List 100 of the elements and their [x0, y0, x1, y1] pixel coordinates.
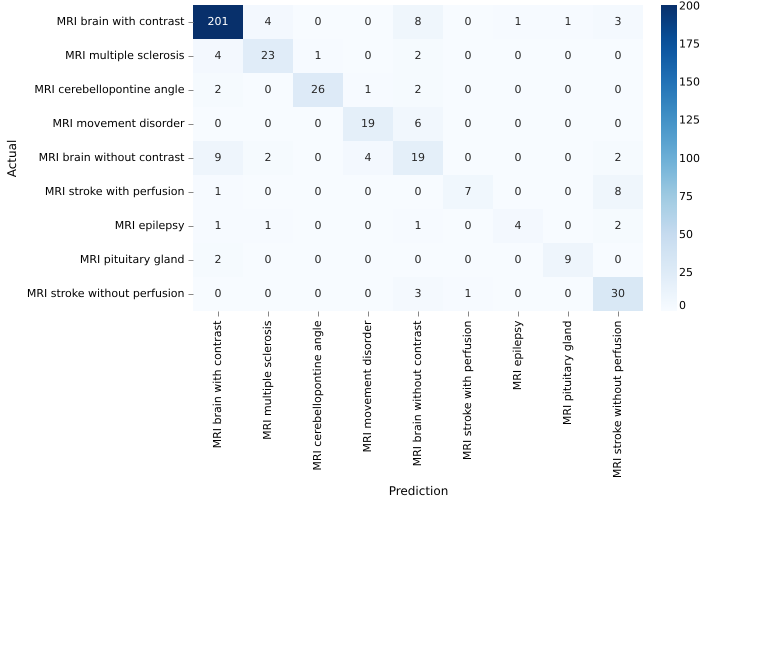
data-label: 0 — [564, 117, 572, 130]
data-label: 0 — [514, 117, 522, 130]
color-bar-label: 125 — [679, 114, 700, 127]
data-label: 0 — [514, 185, 522, 198]
data-label: 0 — [464, 151, 472, 164]
data-label: 19 — [411, 151, 425, 164]
data-label: 1 — [564, 15, 572, 28]
x-tick-label: MRI epilepsy — [511, 320, 524, 390]
y-tick-label: MRI epilepsy — [114, 219, 185, 232]
data-label: 19 — [361, 117, 375, 130]
data-label: 4 — [364, 151, 372, 164]
data-label: 2 — [414, 49, 422, 62]
y-tick-label: MRI multiple sclerosis — [65, 49, 185, 62]
data-label: 1 — [464, 287, 472, 300]
data-label: 0 — [264, 287, 272, 300]
data-label: 2 — [214, 253, 222, 266]
data-label: 0 — [564, 151, 572, 164]
data-label: 0 — [264, 185, 272, 198]
data-label: 0 — [464, 83, 472, 96]
data-label: 0 — [364, 253, 372, 266]
data-label: 3 — [414, 287, 422, 300]
y-tick-label: MRI brain with contrast — [56, 15, 186, 28]
data-label: 6 — [414, 117, 422, 130]
data-label: 0 — [314, 219, 322, 232]
data-label: 1 — [214, 185, 222, 198]
data-label: 0 — [514, 151, 522, 164]
data-label: 4 — [214, 49, 222, 62]
y-axis-title: Actual — [4, 140, 19, 178]
data-label: 0 — [314, 287, 322, 300]
color-bar-label: 175 — [679, 38, 700, 51]
data-label: 1 — [514, 15, 522, 28]
color-bar-label: 0 — [679, 299, 686, 312]
data-label: 0 — [614, 253, 622, 266]
data-label: 0 — [314, 117, 322, 130]
data-label: 0 — [564, 49, 572, 62]
data-label: 0 — [464, 15, 472, 28]
data-label: 0 — [264, 253, 272, 266]
data-label: 0 — [314, 185, 322, 198]
data-label: 4 — [264, 15, 272, 28]
y-tick-label: MRI cerebellopontine angle — [34, 83, 185, 96]
data-label: 0 — [464, 219, 472, 232]
data-label: 30 — [611, 287, 625, 300]
x-tick-label: MRI movement disorder — [361, 320, 374, 452]
data-label: 0 — [514, 49, 522, 62]
data-label: 2 — [264, 151, 272, 164]
data-label: 2 — [414, 83, 422, 96]
data-label: 0 — [464, 49, 472, 62]
y-tick-label: MRI movement disorder — [52, 117, 185, 130]
data-label: 0 — [614, 49, 622, 62]
y-tick-label: MRI brain without contrast — [38, 151, 186, 164]
data-label: 201 — [208, 15, 228, 28]
data-label: 2 — [614, 151, 622, 164]
data-label: 4 — [514, 219, 522, 232]
data-label: 0 — [364, 219, 372, 232]
y-tick-label: MRI stroke without perfusion — [26, 287, 185, 300]
data-label: 0 — [364, 185, 372, 198]
data-label: 1 — [264, 219, 272, 232]
data-label: 0 — [364, 15, 372, 28]
y-tick-label: MRI pituitary gland — [80, 253, 184, 266]
data-label: 0 — [264, 117, 272, 130]
y-tick-label: MRI stroke with perfusion — [44, 185, 185, 198]
x-tick-label: MRI pituitary gland — [561, 320, 574, 426]
data-label: 23 — [261, 49, 275, 62]
color-bar-label: 150 — [679, 76, 700, 89]
data-label: 0 — [414, 185, 422, 198]
data-label: 3 — [614, 15, 622, 28]
data-label: 8 — [614, 185, 622, 198]
data-label: 0 — [564, 219, 572, 232]
data-label: 1 — [414, 219, 422, 232]
data-label: 0 — [614, 83, 622, 96]
data-label: 0 — [314, 15, 322, 28]
x-tick-label: MRI cerebellopontine angle — [311, 320, 324, 471]
x-tick-label: MRI stroke without perfusion — [611, 320, 624, 478]
x-tick-label: MRI stroke with perfusion — [461, 320, 474, 460]
data-label: 0 — [264, 83, 272, 96]
data-label: 9 — [214, 151, 222, 164]
data-label: 0 — [514, 287, 522, 300]
data-label: 0 — [214, 287, 222, 300]
data-label: 0 — [314, 151, 322, 164]
x-axis-title: Prediction — [388, 484, 448, 498]
data-label: 0 — [464, 253, 472, 266]
x-tick-label: MRI brain without contrast — [411, 320, 424, 466]
data-label: 26 — [311, 83, 325, 96]
data-label: 0 — [364, 49, 372, 62]
data-label: 0 — [414, 253, 422, 266]
x-tick-label: MRI multiple sclerosis — [261, 320, 274, 440]
data-label: 2 — [614, 219, 622, 232]
color-bar-label: 100 — [679, 152, 700, 165]
data-label: 0 — [514, 253, 522, 266]
data-label: 0 — [564, 83, 572, 96]
data-label: 0 — [614, 117, 622, 130]
data-label: 0 — [564, 287, 572, 300]
color-bar-label: 75 — [679, 190, 693, 203]
data-label: 7 — [464, 185, 472, 198]
data-label: 0 — [314, 253, 322, 266]
data-label: 9 — [564, 253, 572, 266]
data-label: 1 — [314, 49, 322, 62]
data-label: 2 — [214, 83, 222, 96]
color-bar-label: 25 — [679, 266, 693, 279]
color-bar-label: 50 — [679, 228, 693, 241]
